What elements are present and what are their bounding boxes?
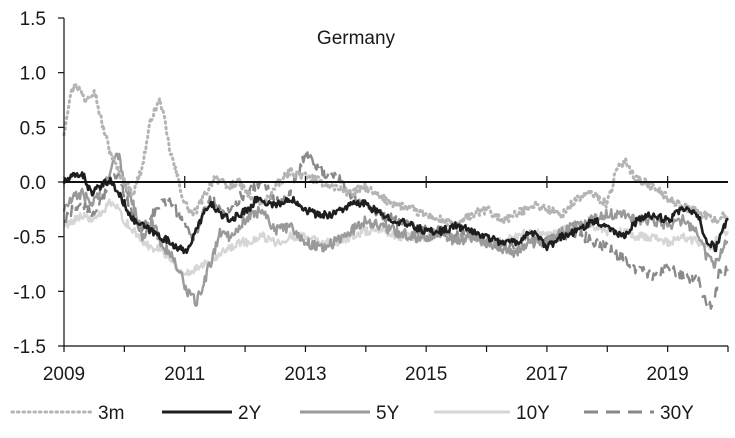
x-tick-label: 2019: [646, 364, 688, 385]
legend-label-3m: 3m: [98, 403, 124, 424]
axes: -1.5 -1.0 -0.5 0.0 0.5 1.0 1.5 2009 2011 2013 2015…: [13, 9, 729, 385]
x-tick-label: 2015: [405, 364, 447, 385]
legend-label-2y: 2Y: [238, 403, 262, 424]
x-tick-label: 2017: [526, 364, 568, 385]
legend-label-5y: 5Y: [376, 403, 400, 424]
y-tick-label: 0.5: [20, 118, 46, 139]
x-tick-label: 2011: [164, 364, 205, 385]
series-line-3m: [62, 83, 730, 231]
legend-label-10y: 10Y: [516, 403, 550, 424]
legend-label-30y: 30Y: [660, 403, 694, 424]
x-tick-label: 2009: [43, 364, 85, 385]
y-tick-label: 0.0: [20, 173, 46, 194]
series-line-5y: [62, 152, 729, 307]
y-tick-label: 1.5: [20, 9, 46, 30]
series-line-30y: [63, 148, 730, 311]
y-tick-label: 1.0: [20, 64, 46, 85]
y-tick-label: -0.5: [13, 228, 46, 249]
chart-title: Germany: [317, 28, 396, 49]
legend: 3m 2Y 5Y 10Y 30Y: [10, 403, 694, 424]
series-line-2y: [62, 171, 729, 255]
x-tick-label: 2013: [284, 364, 326, 385]
plot-area: [62, 83, 730, 311]
y-tick-label: -1.0: [13, 282, 46, 303]
y-tick-label: -1.5: [13, 337, 46, 358]
